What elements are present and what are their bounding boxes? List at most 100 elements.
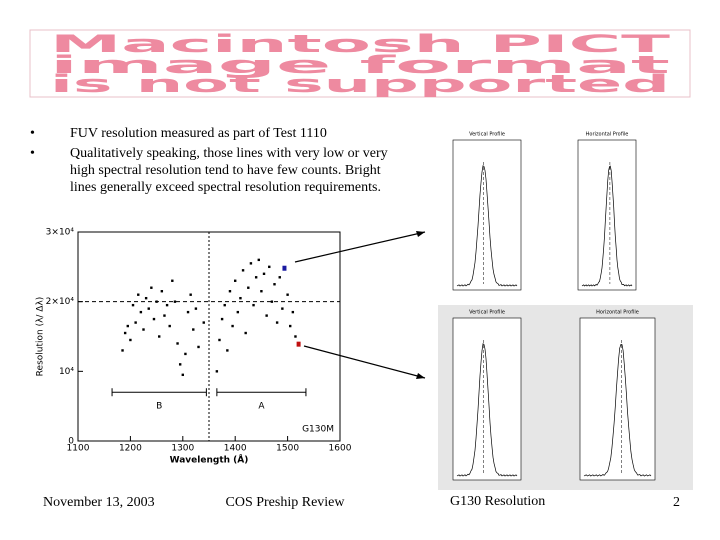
point — [123, 331, 127, 335]
profile-frame — [577, 139, 637, 291]
point — [291, 310, 295, 314]
bullet-text: Qualitatively speaking, those lines with… — [70, 146, 388, 195]
profile-title: Vertical Profile — [469, 132, 505, 138]
point — [181, 373, 184, 377]
arrow-head — [416, 231, 425, 237]
point — [249, 262, 253, 265]
point — [294, 335, 297, 338]
point — [129, 338, 132, 342]
point — [192, 328, 195, 331]
profile-frame — [452, 139, 522, 291]
point — [142, 328, 145, 331]
point — [278, 276, 281, 279]
y-tick-label: 10⁴ — [59, 367, 74, 377]
point — [260, 290, 263, 293]
point — [281, 307, 284, 310]
point — [194, 307, 198, 310]
point — [150, 286, 153, 289]
highlight-point — [282, 265, 287, 271]
point — [231, 324, 234, 328]
arrow-head — [416, 373, 425, 379]
profile-title: Vertical Profile — [469, 310, 505, 316]
point — [168, 324, 171, 328]
point — [184, 352, 187, 356]
range-label: B — [156, 402, 162, 412]
profile-curve — [456, 165, 518, 287]
x-tick-label: 1400 — [224, 444, 247, 454]
point — [176, 342, 179, 345]
annotation: G130M — [302, 425, 334, 435]
profile-title: Horizontal Profile — [586, 132, 629, 138]
point — [226, 349, 229, 352]
point — [262, 272, 266, 275]
arrow — [303, 345, 426, 379]
point — [139, 310, 143, 314]
point — [163, 314, 166, 317]
bullet-dot: • — [30, 126, 35, 141]
x-tick-label: 1600 — [329, 444, 352, 454]
point — [239, 296, 242, 300]
point — [252, 303, 255, 307]
point — [186, 310, 190, 314]
profile-curve — [583, 344, 652, 477]
x-tick-label: 1500 — [276, 444, 299, 454]
point — [268, 265, 271, 269]
y-axis-label: Resolution (λ/ Δλ) — [36, 297, 46, 377]
point — [234, 279, 237, 282]
profile-frame — [452, 317, 522, 481]
point — [270, 300, 274, 303]
banner-line: is not supported — [50, 70, 670, 98]
point — [165, 303, 169, 307]
point — [254, 276, 258, 279]
footer-date: November 13, 2003 — [43, 495, 155, 510]
point — [220, 317, 224, 321]
footer-title: G130 Resolution — [450, 494, 545, 509]
point — [152, 317, 156, 321]
point — [218, 338, 221, 342]
x-tick-label: 1300 — [171, 444, 194, 454]
point — [228, 290, 232, 293]
point — [265, 314, 268, 317]
point — [197, 345, 200, 349]
point — [147, 307, 150, 310]
point — [178, 363, 182, 366]
point — [202, 321, 205, 324]
y-tick-label: 3×10⁴ — [46, 228, 75, 238]
y-tick-label: 2×10⁴ — [46, 297, 75, 307]
arrow — [294, 231, 426, 263]
point — [289, 324, 292, 328]
point — [134, 321, 137, 324]
footer-center: COS Preship Review — [226, 495, 346, 510]
point — [155, 300, 158, 303]
profile-frame — [579, 317, 656, 481]
point — [275, 321, 279, 324]
page-number: 2 — [673, 495, 680, 510]
point — [126, 324, 129, 328]
point — [273, 283, 276, 286]
point — [236, 310, 240, 314]
profile-curve — [456, 343, 518, 477]
banner-line: image format — [50, 51, 670, 79]
point — [137, 293, 140, 296]
point — [241, 269, 245, 272]
point — [257, 258, 260, 262]
point — [144, 296, 148, 300]
point — [223, 303, 226, 307]
image-placeholder — [29, 29, 691, 98]
profile-title: Horizontal Profile — [596, 310, 639, 316]
point — [244, 331, 247, 335]
point — [247, 286, 250, 289]
x-tick-label: 1100 — [67, 444, 90, 454]
highlight-point — [296, 341, 301, 347]
x-tick-label: 1200 — [119, 444, 142, 454]
point — [160, 290, 164, 293]
banner-line: Macintosh PICT — [50, 30, 672, 58]
y-tick-label: 0 — [68, 437, 74, 447]
range-label: A — [258, 402, 265, 412]
profile-curve — [581, 165, 633, 287]
point — [215, 370, 219, 373]
point — [286, 293, 289, 296]
bullet-dot: • — [30, 146, 35, 161]
